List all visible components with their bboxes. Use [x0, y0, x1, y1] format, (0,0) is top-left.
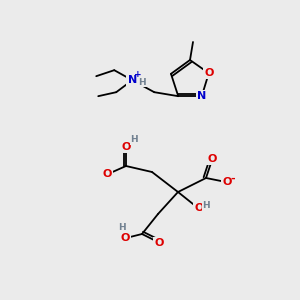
Text: H: H — [138, 78, 146, 87]
Text: H: H — [130, 136, 138, 145]
Text: O: O — [120, 233, 130, 243]
Text: O: O — [102, 169, 112, 179]
Text: O: O — [154, 238, 164, 248]
Text: H: H — [202, 202, 210, 211]
Text: N: N — [197, 91, 206, 101]
Text: +: + — [134, 70, 142, 79]
Text: O: O — [121, 142, 131, 152]
Text: O: O — [194, 203, 204, 213]
Text: N: N — [128, 75, 137, 85]
Text: O: O — [222, 177, 232, 187]
Text: H: H — [118, 224, 126, 232]
Text: O: O — [207, 154, 217, 164]
Text: O: O — [204, 68, 214, 78]
Text: -: - — [231, 174, 235, 184]
